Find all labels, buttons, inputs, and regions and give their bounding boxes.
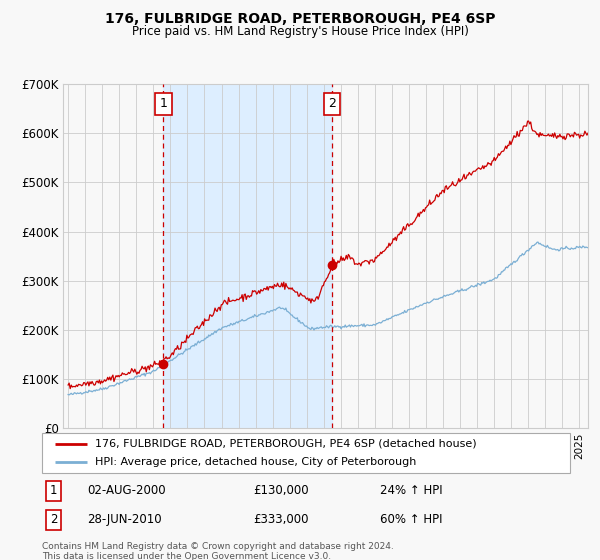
Text: 02-AUG-2000: 02-AUG-2000 [87, 484, 166, 497]
Text: £333,000: £333,000 [253, 514, 309, 526]
Text: £130,000: £130,000 [253, 484, 309, 497]
Text: HPI: Average price, detached house, City of Peterborough: HPI: Average price, detached house, City… [95, 458, 416, 467]
FancyBboxPatch shape [42, 433, 570, 473]
Text: Contains HM Land Registry data © Crown copyright and database right 2024.
This d: Contains HM Land Registry data © Crown c… [42, 542, 394, 560]
Text: 60% ↑ HPI: 60% ↑ HPI [380, 514, 442, 526]
Text: 176, FULBRIDGE ROAD, PETERBOROUGH, PE4 6SP: 176, FULBRIDGE ROAD, PETERBOROUGH, PE4 6… [105, 12, 495, 26]
Text: 2: 2 [50, 514, 58, 526]
Text: 1: 1 [50, 484, 58, 497]
Bar [163, 84, 332, 428]
Text: 176, FULBRIDGE ROAD, PETERBOROUGH, PE4 6SP (detached house): 176, FULBRIDGE ROAD, PETERBOROUGH, PE4 6… [95, 439, 476, 449]
Text: 28-JUN-2010: 28-JUN-2010 [87, 514, 161, 526]
Text: Price paid vs. HM Land Registry's House Price Index (HPI): Price paid vs. HM Land Registry's House … [131, 25, 469, 38]
Text: 2: 2 [328, 97, 336, 110]
Text: 1: 1 [159, 97, 167, 110]
Text: 24% ↑ HPI: 24% ↑ HPI [380, 484, 443, 497]
